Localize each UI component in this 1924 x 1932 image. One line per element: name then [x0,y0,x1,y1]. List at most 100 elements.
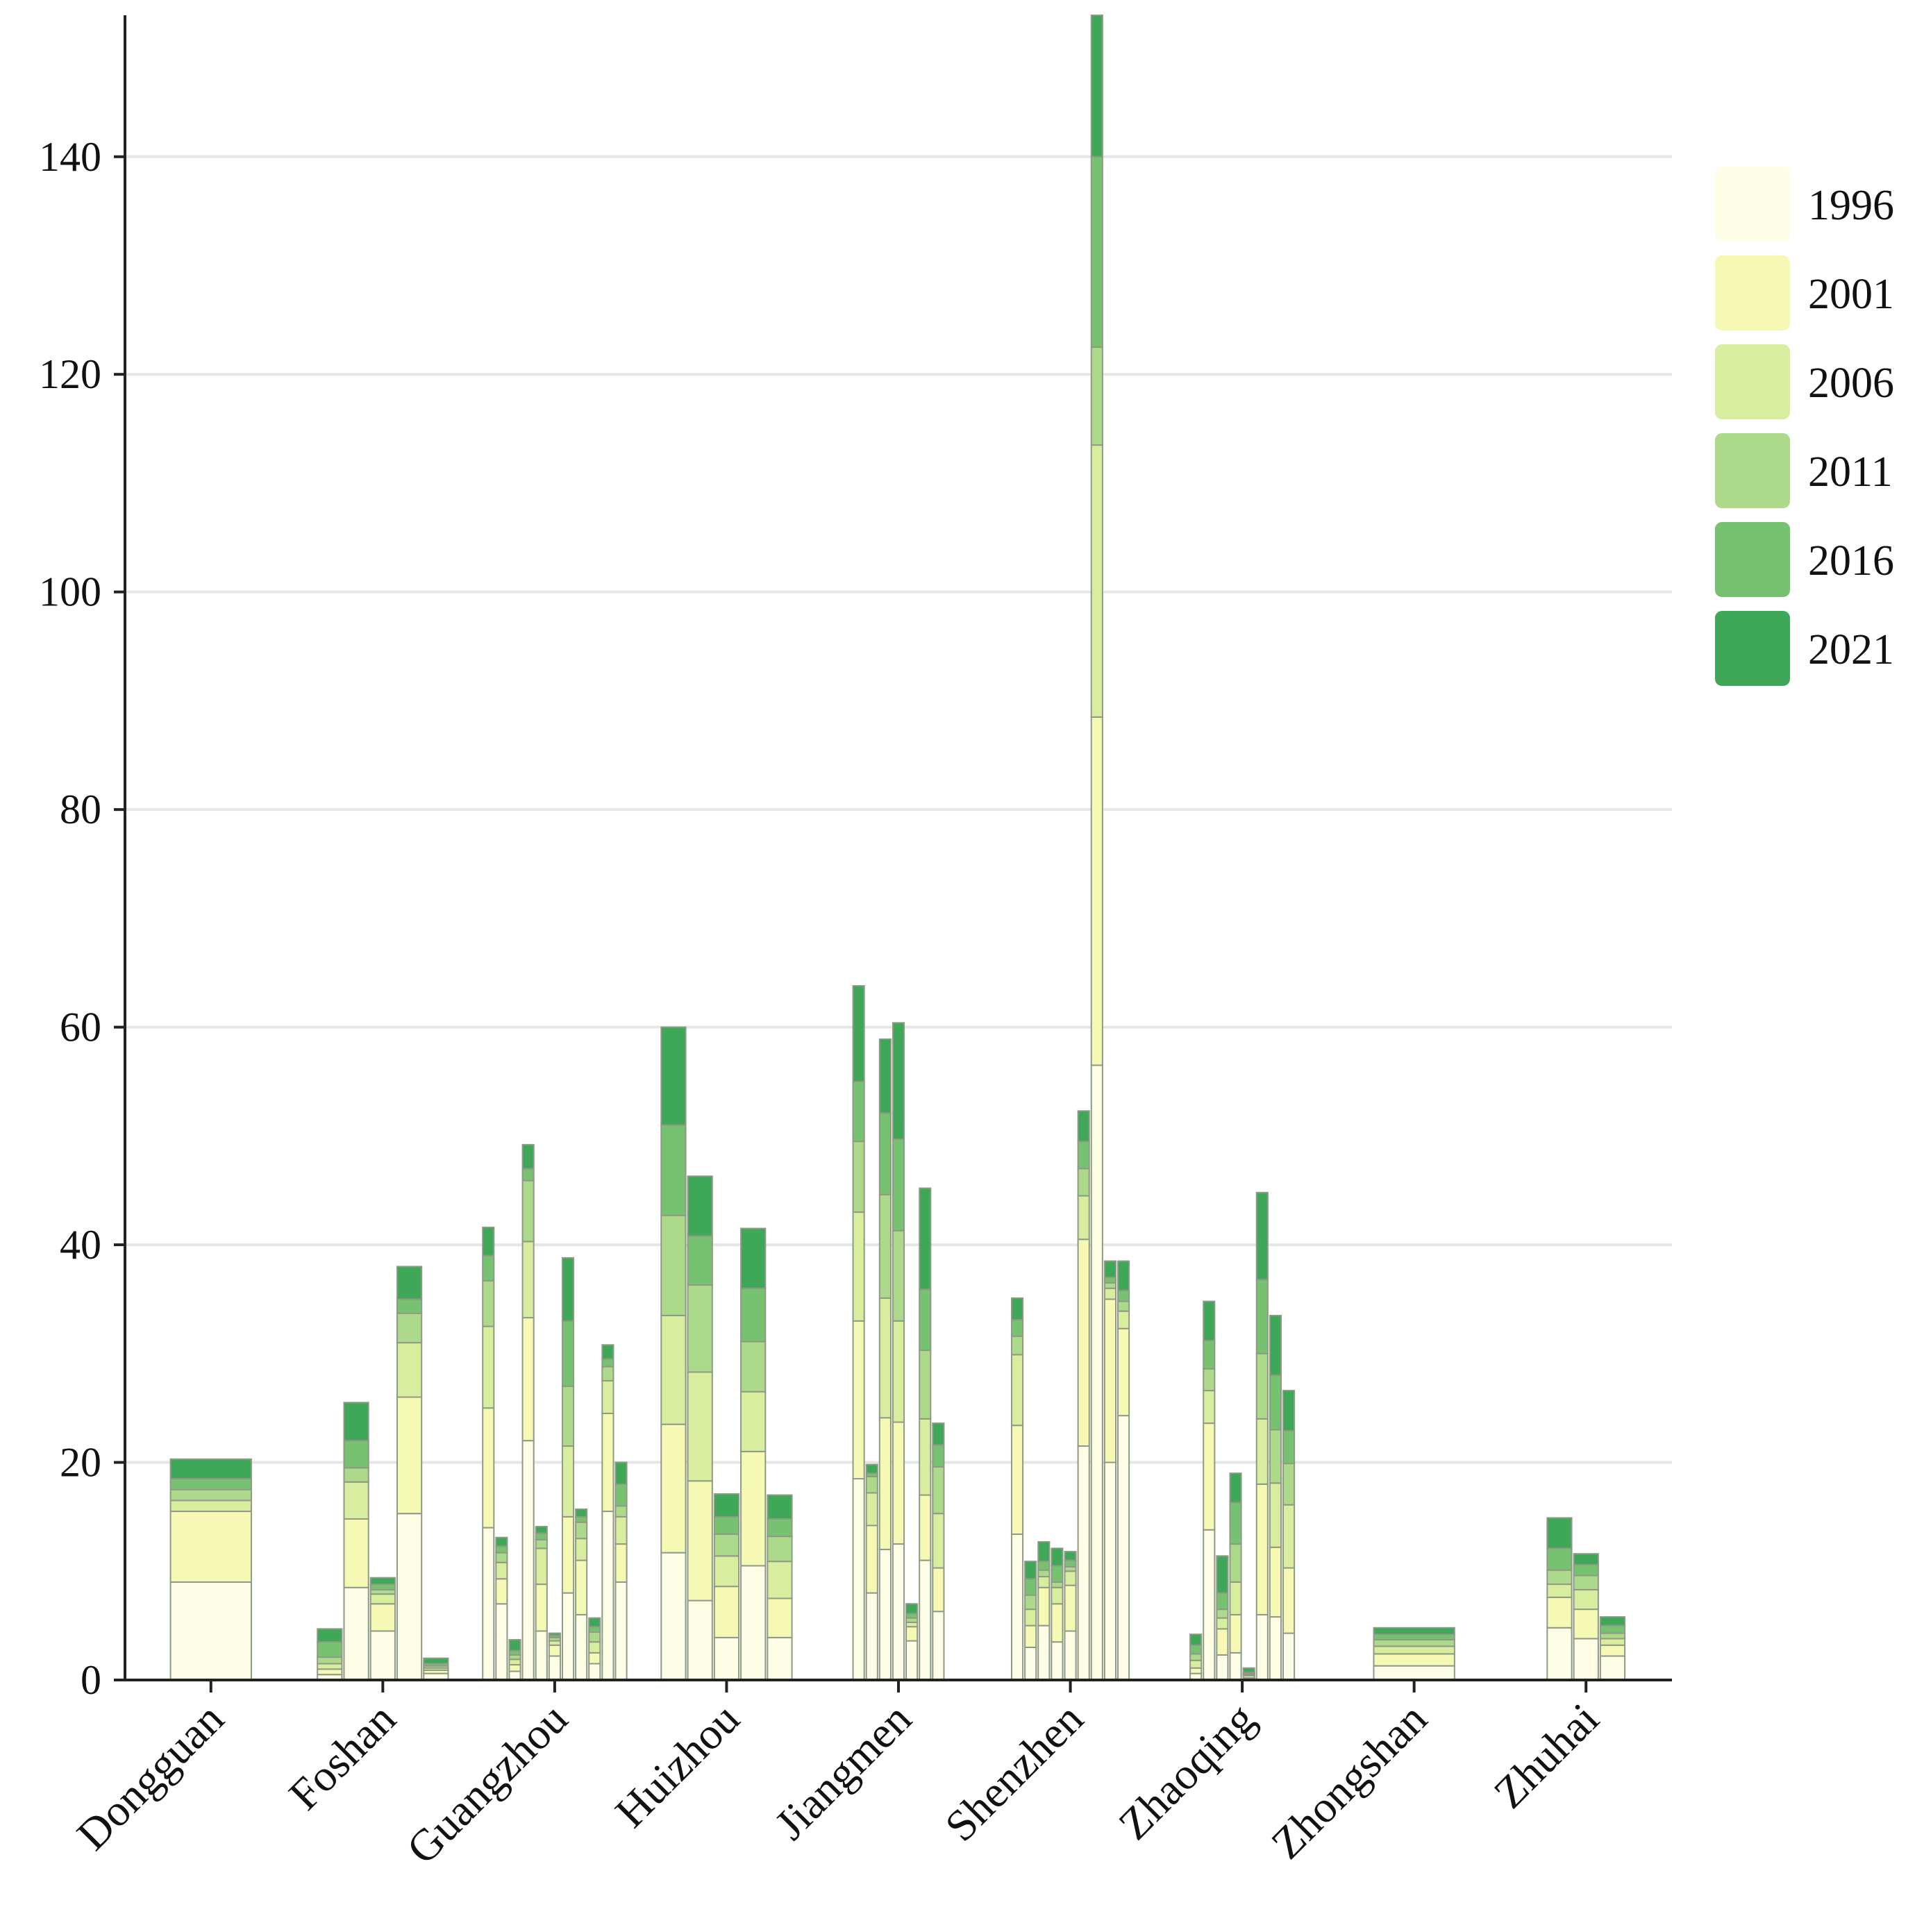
bar-segment-1996 [1051,1641,1064,1681]
bar-segment-2001 [1064,1584,1077,1632]
bar-segment-2016 [932,1444,945,1468]
bar-segment-1996 [369,1630,396,1681]
bar-segment-2011 [1255,1352,1269,1420]
bar-segment-2001 [1037,1586,1051,1627]
bar-segment-2006 [1077,1195,1090,1241]
bar-segment-2016 [660,1124,687,1216]
bar-segment-2006 [614,1515,628,1545]
bar-segment-2001 [495,1578,508,1605]
bar-segment-2021 [1037,1540,1051,1563]
bar-segment-2001 [1203,1422,1216,1531]
bar-segment-2021 [660,1026,687,1126]
bar-segment-2011 [1189,1653,1203,1661]
bar-segment-2011 [601,1366,614,1381]
bar-segment-2021 [905,1603,919,1615]
bar-segment-2021 [1203,1300,1216,1341]
bar-segment-2021 [614,1461,628,1485]
bar-segment-2021 [1255,1191,1269,1281]
bar-segment-2006 [932,1513,945,1569]
bar-segment-2011 [919,1350,932,1420]
bar-segment-2016 [535,1532,548,1540]
bar-segment-2011 [1077,1168,1090,1197]
bar-segment-2016 [1064,1559,1077,1568]
x-tick-label: Zhongshan [1262,1694,1436,1868]
bar-segment-2016 [601,1358,614,1368]
legend-swatch [1715,433,1790,508]
bar-segment-1996 [1599,1655,1626,1681]
bar-segment-2021 [1051,1547,1064,1567]
legend-swatch [1715,167,1790,242]
bar-segment-2011 [1216,1608,1229,1619]
bar-segment-2006 [852,1211,865,1322]
bar-segment-2006 [687,1371,713,1482]
bar-segment-2001 [1546,1596,1573,1629]
bar-segment-2021 [767,1494,793,1520]
bar-segment-2006 [878,1297,892,1419]
bar-segment-1996 [919,1559,932,1681]
bar-segment-2001 [1090,716,1103,1066]
legend-label: 2021 [1808,626,1894,673]
bar-segment-2001 [1573,1608,1599,1640]
bar-segment-1996 [1282,1632,1296,1681]
bar-segment-2006 [767,1561,793,1599]
bar-segment-2011 [1203,1368,1216,1392]
bar-segment-2021 [1103,1260,1117,1279]
bar-segment-2016 [1090,156,1103,348]
bar-segment-2016 [1103,1277,1117,1284]
bar-segment-2001 [369,1603,396,1632]
bar-segment-2006 [1103,1287,1117,1300]
bar-segment-2021 [878,1038,892,1114]
bar-segment-2021 [548,1632,561,1636]
bar-segment-2011 [495,1552,508,1563]
bar-segment-2001 [343,1518,369,1588]
bar-segment-2021 [317,1628,343,1643]
bar-segment-2001 [521,1317,535,1442]
bar-segment-2006 [865,1492,878,1527]
bar-segment-2001 [740,1450,767,1567]
bar-segment-2001 [687,1480,713,1602]
bar-segment-2016 [919,1288,932,1352]
bar-segment-2021 [919,1187,932,1291]
bar-segment-2016 [482,1254,495,1282]
bar-segment-2021 [575,1508,588,1518]
bar-segment-2001 [1103,1298,1117,1463]
bar-segment-2001 [892,1421,905,1545]
bar-segment-1996 [521,1440,535,1681]
bar-segment-2016 [1282,1430,1296,1465]
bar-segment-1996 [1090,1064,1103,1681]
bar-segment-2016 [1203,1339,1216,1370]
bar-segment-2011 [687,1284,713,1373]
bar-segment-2001 [508,1664,521,1672]
bar-segment-1996 [1103,1461,1117,1681]
bar-segment-2006 [396,1342,423,1398]
bar-segment-2021 [865,1463,878,1475]
legend-label: 2011 [1808,448,1893,496]
bar-segment-2006 [1203,1390,1216,1425]
bar-segment-2001 [396,1396,423,1515]
bar-segment-1996 [343,1586,369,1681]
bar-segment-2001 [535,1584,548,1632]
bar-segment-2001 [767,1597,793,1638]
y-tick-label: 140 [39,134,101,180]
bar-segment-2016 [687,1235,713,1286]
bar-segment-2016 [1077,1141,1090,1170]
x-tick-label: Jiangmen [765,1694,921,1849]
bar-segment-2016 [369,1584,396,1590]
bar-segment-2021 [1269,1314,1282,1377]
bar-segment-2001 [919,1494,932,1561]
x-tick-label: Shenzhen [935,1694,1092,1851]
bar-segment-2011 [614,1505,628,1518]
bar-segment-2021 [892,1022,905,1141]
bar-segment-2006 [1599,1638,1626,1646]
bar-segment-2001 [865,1524,878,1594]
bar-segment-2016 [495,1545,508,1554]
bar-segment-2016 [561,1320,575,1387]
bar-segment-2001 [1117,1327,1130,1417]
bar-segment-2016 [892,1139,905,1232]
bar-segment-2011 [865,1475,878,1494]
bars [169,15,1626,1681]
bar-segment-2001 [1282,1567,1296,1634]
bar-segment-2021 [1077,1110,1090,1143]
bar-segment-2001 [1269,1546,1282,1618]
bar-segment-2021 [588,1617,601,1628]
